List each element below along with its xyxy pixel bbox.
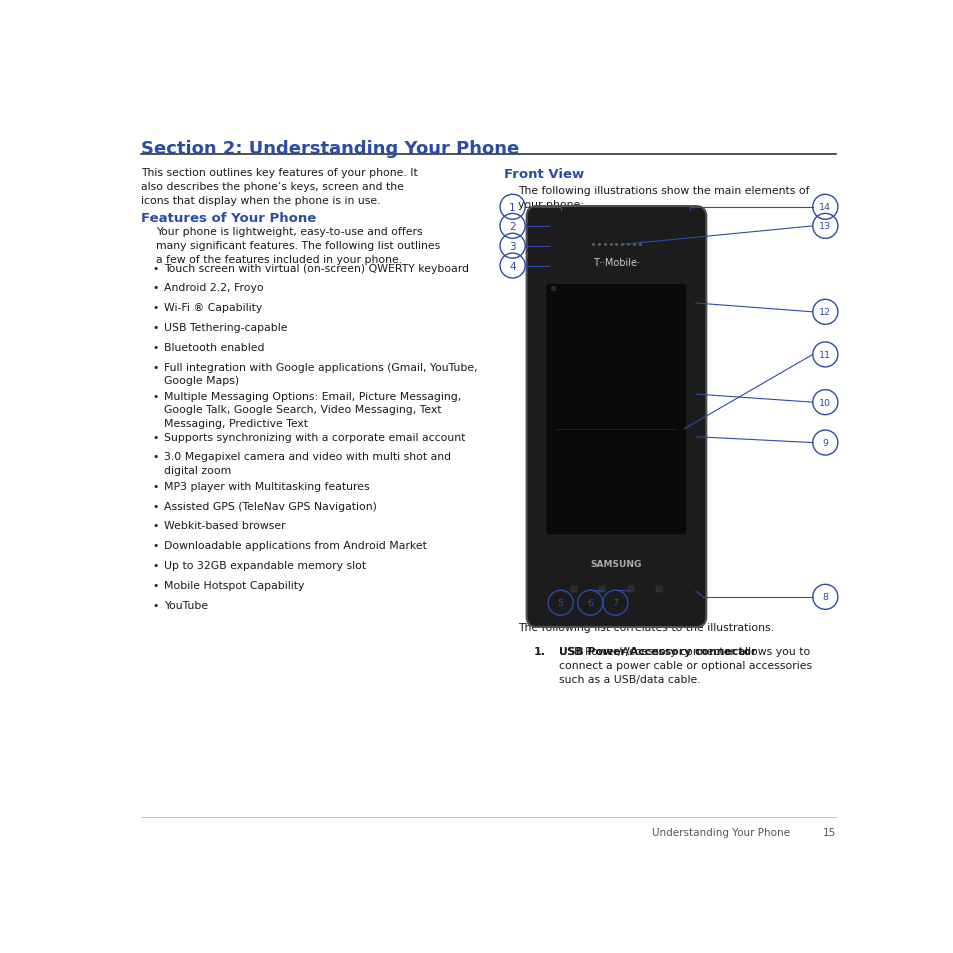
Text: 3: 3: [509, 241, 516, 252]
Text: •: •: [152, 323, 159, 333]
Text: Android 2.2, Froyo: Android 2.2, Froyo: [164, 283, 263, 294]
Text: SAMSUNG: SAMSUNG: [590, 559, 641, 569]
Text: •: •: [152, 600, 159, 610]
Text: •: •: [152, 540, 159, 551]
Text: 10: 10: [819, 398, 830, 407]
Text: Front View: Front View: [503, 168, 583, 181]
Text: USB Tethering-capable: USB Tethering-capable: [164, 323, 287, 333]
Text: Bluetooth enabled: Bluetooth enabled: [164, 342, 264, 353]
Text: •: •: [152, 521, 159, 531]
FancyBboxPatch shape: [545, 284, 686, 536]
Text: Features of Your Phone: Features of Your Phone: [141, 212, 316, 225]
Text: USB Power/Accessory connector allows you to
connect a power cable or optional ac: USB Power/Accessory connector allows you…: [558, 646, 811, 684]
Text: 11: 11: [819, 351, 830, 359]
Text: 8: 8: [821, 593, 827, 601]
Text: 2: 2: [509, 222, 516, 232]
Text: •: •: [152, 580, 159, 590]
Text: T··Mobile·: T··Mobile·: [593, 257, 639, 268]
Text: Mobile Hotspot Capability: Mobile Hotspot Capability: [164, 580, 304, 590]
FancyBboxPatch shape: [526, 207, 705, 627]
Text: Webkit-based browser: Webkit-based browser: [164, 521, 285, 531]
Text: Section 2: Understanding Your Phone: Section 2: Understanding Your Phone: [141, 140, 519, 158]
Text: 6: 6: [587, 598, 593, 608]
Text: 12: 12: [819, 308, 830, 317]
Text: 1: 1: [509, 203, 516, 213]
Text: •: •: [152, 481, 159, 491]
Text: 4: 4: [509, 261, 516, 272]
Text: Supports synchronizing with a corporate email account: Supports synchronizing with a corporate …: [164, 432, 464, 442]
Text: Downloadable applications from Android Market: Downloadable applications from Android M…: [164, 540, 426, 551]
Text: Assisted GPS (TeleNav GPS Navigation): Assisted GPS (TeleNav GPS Navigation): [164, 501, 376, 511]
Text: 7: 7: [612, 598, 618, 608]
Text: 5: 5: [558, 598, 563, 608]
Text: YouTube: YouTube: [164, 600, 208, 610]
Text: •: •: [152, 263, 159, 274]
Text: Wi-Fi ® Capability: Wi-Fi ® Capability: [164, 303, 261, 313]
Text: •: •: [152, 392, 159, 402]
Text: Full integration with Google applications (Gmail, YouTube,
Google Maps): Full integration with Google application…: [164, 362, 476, 386]
Text: Your phone is lightweight, easy-to-use and offers
many significant features. The: Your phone is lightweight, easy-to-use a…: [156, 227, 440, 265]
Text: The following list correlates to the illustrations.: The following list correlates to the ill…: [518, 622, 774, 632]
Text: USB Power/Accessory connector: USB Power/Accessory connector: [558, 646, 756, 657]
Text: Multiple Messaging Options: Email, Picture Messaging,
Google Talk, Google Search: Multiple Messaging Options: Email, Pictu…: [164, 392, 460, 428]
Text: Up to 32GB expandable memory slot: Up to 32GB expandable memory slot: [164, 560, 365, 571]
Text: 14: 14: [819, 203, 830, 213]
Text: This section outlines key features of your phone. It
also describes the phone’s : This section outlines key features of yo…: [141, 168, 417, 206]
Text: 15: 15: [822, 827, 836, 838]
Text: •: •: [152, 283, 159, 294]
Text: Touch screen with virtual (on-screen) QWERTY keyboard: Touch screen with virtual (on-screen) QW…: [164, 263, 468, 274]
Text: •: •: [152, 560, 159, 571]
Text: •: •: [152, 432, 159, 442]
Text: •: •: [152, 501, 159, 511]
Text: 3.0 Megapixel camera and video with multi shot and
digital zoom: 3.0 Megapixel camera and video with mult…: [164, 452, 450, 476]
Text: 13: 13: [819, 222, 830, 232]
Text: •: •: [152, 303, 159, 313]
Text: Understanding Your Phone: Understanding Your Phone: [651, 827, 789, 838]
Text: 9: 9: [821, 438, 827, 448]
Text: •: •: [152, 362, 159, 373]
Text: The following illustrations show the main elements of
your phone:: The following illustrations show the mai…: [518, 186, 809, 210]
Text: •: •: [152, 342, 159, 353]
Text: •: •: [152, 452, 159, 462]
Text: 1.: 1.: [533, 646, 545, 657]
Text: MP3 player with Multitasking features: MP3 player with Multitasking features: [164, 481, 369, 491]
